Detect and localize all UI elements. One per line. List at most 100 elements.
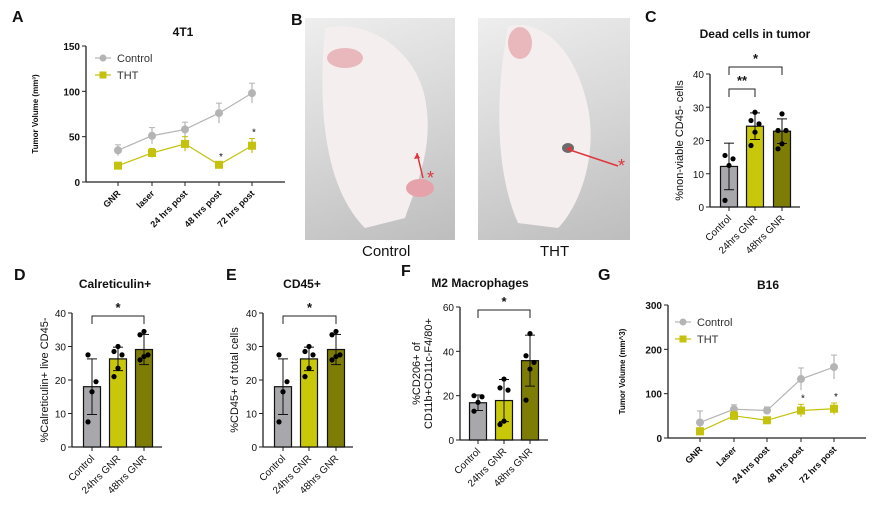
x-tick-label-a: 72 hrs post xyxy=(215,188,256,229)
x-tick-label-f: 48hrs GNR xyxy=(492,446,535,489)
data-point-control xyxy=(797,375,805,384)
y-tick-label-c: 0 xyxy=(698,203,704,214)
data-point xyxy=(329,332,335,338)
data-point xyxy=(302,374,308,380)
data-point xyxy=(310,352,316,358)
y-tick-label-d: 40 xyxy=(55,309,67,320)
data-point xyxy=(329,357,335,363)
data-point xyxy=(337,352,343,358)
x-tick-label-f: Control xyxy=(453,446,484,477)
data-point xyxy=(752,109,758,115)
x-tick-label-d: 24hrs GNR xyxy=(80,453,123,496)
panel-letter-g: G xyxy=(598,267,610,284)
data-point xyxy=(531,359,537,366)
bar-24hrs-gnr xyxy=(494,399,514,441)
y-tick-label-e: 30 xyxy=(246,343,258,354)
legend-label-tht: THT xyxy=(697,334,719,346)
chart-title-d: Calreticulin+ xyxy=(79,277,151,291)
y-tick-label-e: 0 xyxy=(251,443,257,454)
panel-letter-e: E xyxy=(226,267,237,284)
data-point xyxy=(497,385,503,391)
legend-label-control: Control xyxy=(117,53,152,65)
data-point xyxy=(523,397,529,403)
bar-48hrs-gnr xyxy=(326,348,346,448)
data-point xyxy=(306,365,312,371)
photo-control-mouse: * xyxy=(305,18,455,240)
data-point xyxy=(471,408,477,414)
data-point-tht xyxy=(248,141,256,150)
y-tick-label-c: 30 xyxy=(693,103,705,114)
tumor-marker-asterisk: * xyxy=(618,156,626,176)
y-axis-label-line2-f: CD11b+CD11c-F4/80+ xyxy=(423,318,435,429)
significance-label: ** xyxy=(737,73,748,88)
significance-bracket xyxy=(91,315,145,324)
panel-letter-a: A xyxy=(12,9,24,26)
y-tick-label-g: 200 xyxy=(645,345,662,356)
legend-label-tht: THT xyxy=(117,70,139,82)
data-point xyxy=(748,142,754,149)
panel-letter-d: D xyxy=(14,267,26,284)
data-point-tht xyxy=(830,404,838,413)
x-tick-label-g: 48 hrs post xyxy=(764,444,805,485)
bar-48hrs-gnr xyxy=(134,348,154,448)
y-tick-label-g: 0 xyxy=(656,434,662,445)
data-point-control xyxy=(696,418,704,427)
significance-bracket xyxy=(728,66,783,75)
data-point-control xyxy=(215,109,223,118)
y-tick-label-f: 0 xyxy=(448,436,454,447)
chart-title-c: Dead cells in tumor xyxy=(700,27,811,41)
data-point-tht xyxy=(763,416,771,425)
series-line-tht-a xyxy=(117,143,253,167)
bar-control xyxy=(82,386,102,448)
y-axis-label-d: %Calreticulin+ live CD45- xyxy=(39,317,51,442)
y-axis-label-f: %CD206+ of xyxy=(411,341,423,405)
legend-marker-control xyxy=(679,318,687,326)
data-point-tht xyxy=(730,411,738,420)
data-point-control xyxy=(830,363,838,372)
data-point xyxy=(783,127,789,134)
data-point-tht xyxy=(114,161,122,170)
photo-tht-mouse: * xyxy=(478,18,630,240)
mouse-illustration-tht xyxy=(499,24,619,229)
legend-marker-tht xyxy=(99,71,107,79)
data-point xyxy=(333,328,339,335)
significance-bracket xyxy=(477,309,531,318)
x-tick-label-e: 24hrs GNR xyxy=(271,453,314,496)
data-point xyxy=(527,331,533,337)
data-point xyxy=(145,352,151,358)
x-tick-label-f: 24hrs GNR xyxy=(466,446,509,489)
x-tick-label-g: Laser xyxy=(714,444,738,468)
data-point xyxy=(752,129,758,135)
data-point xyxy=(280,389,286,395)
data-point xyxy=(497,421,503,428)
data-point-control xyxy=(148,131,156,140)
data-point xyxy=(137,357,143,363)
bar-control xyxy=(468,402,488,441)
y-tick-label-d: 30 xyxy=(55,343,67,354)
x-tick-label-a: 24 hrs post xyxy=(148,188,189,229)
y-tick-label-c: 10 xyxy=(693,170,705,181)
data-point xyxy=(276,419,282,425)
y-tick-label-c: 20 xyxy=(693,137,705,148)
data-point xyxy=(748,117,754,124)
y-tick-label-g: 100 xyxy=(645,390,662,401)
bar-24hrs-gnr xyxy=(745,125,765,208)
significance-bracket xyxy=(728,88,756,97)
data-point-tht xyxy=(215,160,223,169)
data-point xyxy=(93,379,99,385)
data-point xyxy=(722,197,728,203)
panel-letter-b: B xyxy=(291,12,303,29)
x-tick-label-c: 24hrs GNR xyxy=(717,213,760,256)
series-line-tht-g xyxy=(699,408,835,432)
y-tick-label-g: 300 xyxy=(645,301,662,312)
bar-control xyxy=(719,165,739,208)
legend-label-control: Control xyxy=(697,317,732,329)
bar-48hrs-gnr xyxy=(520,360,540,441)
y-tick-label-d: 20 xyxy=(55,376,67,387)
y-axis-label-c: %non-viable CD45- cells xyxy=(674,80,686,201)
panel-letter-f: F xyxy=(401,263,411,280)
x-tick-label-g: 72 hrs post xyxy=(797,444,838,485)
data-point xyxy=(501,376,507,382)
x-tick-label-g: 24 hrs post xyxy=(730,444,771,485)
bar-48hrs-gnr xyxy=(772,130,792,208)
